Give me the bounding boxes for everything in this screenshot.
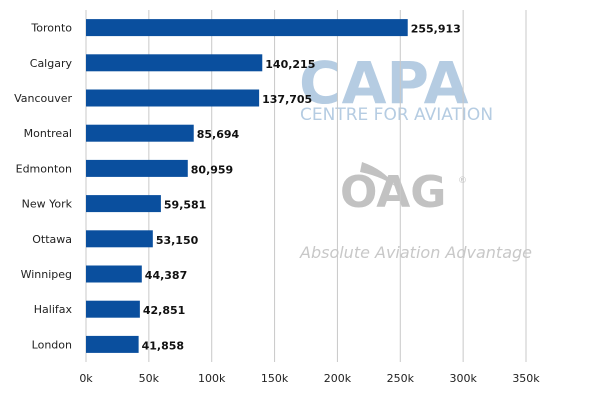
category-label: Calgary <box>30 57 73 70</box>
bar <box>86 54 263 72</box>
x-tick-label: 100k <box>198 372 226 385</box>
bar <box>86 19 408 37</box>
capa-watermark-subtitle: CENTRE FOR AVIATION <box>300 105 493 125</box>
data-label: 85,694 <box>197 128 240 141</box>
data-label: 53,150 <box>156 234 199 247</box>
x-tick-label: 150k <box>261 372 289 385</box>
x-tick-label: 300k <box>449 372 477 385</box>
category-label: Winnipeg <box>21 268 72 281</box>
value-labels: 255,913 140,215 137,705 85,694 80,959 59,581 5… <box>142 23 461 353</box>
data-label: 140,215 <box>265 58 315 71</box>
bar <box>86 159 188 177</box>
category-label: London <box>32 338 72 351</box>
capa-watermark-logo: CAPA <box>299 49 469 117</box>
category-labels: Toronto Calgary Vancouver Montreal Edmonton N… <box>14 22 73 352</box>
data-label: 59,581 <box>164 199 206 212</box>
bars <box>86 19 408 353</box>
bar <box>86 265 142 283</box>
oag-registered-mark: ® <box>458 176 467 186</box>
category-label: Halifax <box>34 303 73 316</box>
x-tick-label: 350k <box>512 372 540 385</box>
bar <box>86 335 139 353</box>
x-tick-label: 0k <box>79 372 93 385</box>
oag-swoosh-icon <box>360 162 395 186</box>
data-label: 44,387 <box>145 269 187 282</box>
data-label: 80,959 <box>191 163 233 176</box>
category-label: Toronto <box>30 22 72 35</box>
category-label: Montreal <box>24 127 72 140</box>
oag-watermark-tagline: Absolute Aviation Advantage <box>299 243 532 262</box>
x-tick-label: 250k <box>387 372 415 385</box>
x-axis-tick-labels: 0k 50k 100k 150k 200k 250k 300k 350k <box>79 372 540 385</box>
data-label: 41,858 <box>142 339 184 352</box>
category-label: Vancouver <box>14 92 72 105</box>
data-label: 42,851 <box>143 304 185 317</box>
bar <box>86 124 194 142</box>
oag-watermark-logo: OAG <box>340 167 446 218</box>
category-label: Edmonton <box>16 162 72 175</box>
bar <box>86 195 161 213</box>
x-tick-label: 200k <box>324 372 352 385</box>
oag-watermark: OAG ® Absolute Aviation Advantage <box>299 162 532 262</box>
category-label: New York <box>22 198 73 211</box>
data-label: 137,705 <box>262 93 312 106</box>
capa-watermark: CAPA CENTRE FOR AVIATION <box>299 49 493 125</box>
x-tick-label: 50k <box>139 372 160 385</box>
bar <box>86 230 153 248</box>
bar <box>86 300 140 318</box>
category-label: Ottawa <box>32 233 72 246</box>
bar <box>86 89 260 107</box>
data-label: 255,913 <box>411 23 461 36</box>
